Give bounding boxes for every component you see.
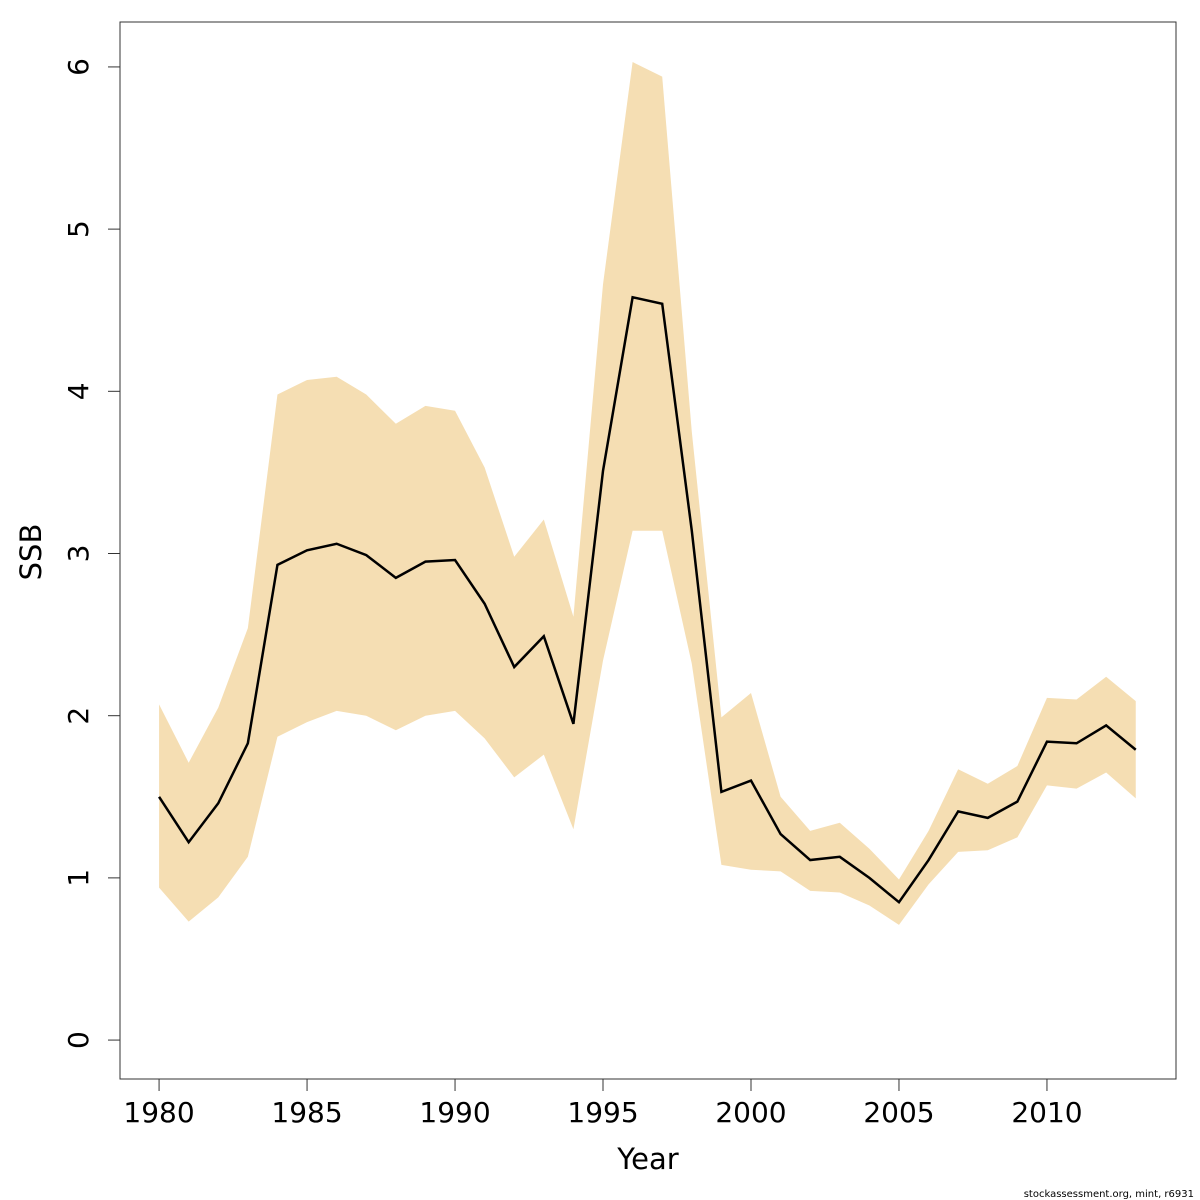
y-tick-label: 2 — [62, 707, 95, 725]
y-tick-label: 0 — [62, 1031, 95, 1049]
y-tick-label: 1 — [62, 869, 95, 887]
x-tick-label: 1995 — [567, 1096, 638, 1129]
x-tick-label: 1990 — [419, 1096, 490, 1129]
y-tick-label: 4 — [62, 382, 95, 400]
x-tick-label: 2000 — [715, 1096, 786, 1129]
y-tick-label: 3 — [62, 545, 95, 563]
y-tick-label: 6 — [62, 58, 95, 76]
x-tick-label: 2010 — [1011, 1096, 1082, 1129]
x-tick-label: 2005 — [863, 1096, 934, 1129]
x-tick-label: 1985 — [271, 1096, 342, 1129]
y-axis-label: SSB — [14, 524, 48, 581]
line — [158, 295, 1137, 905]
confidence-band — [159, 62, 1136, 925]
x-axis-label: Year — [616, 1142, 678, 1176]
footer: stockassessment.org, mint, r6931 — [1024, 1189, 1194, 1200]
y-tick-label: 5 — [62, 220, 95, 238]
x-tick-label: 1980 — [123, 1096, 194, 1129]
